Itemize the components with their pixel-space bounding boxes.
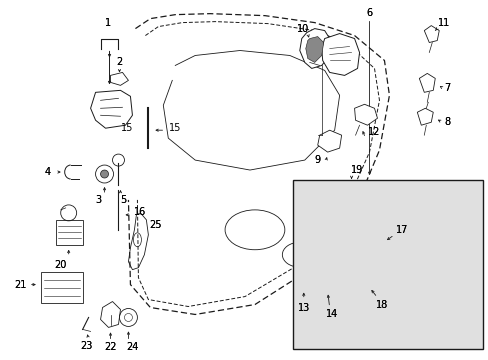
Text: 1: 1 bbox=[104, 18, 110, 28]
Polygon shape bbox=[321, 33, 359, 75]
Polygon shape bbox=[419, 73, 434, 92]
Text: 15: 15 bbox=[121, 123, 133, 133]
Circle shape bbox=[101, 170, 108, 178]
Text: 5: 5 bbox=[120, 195, 126, 205]
Text: 19: 19 bbox=[351, 165, 363, 175]
Text: 4: 4 bbox=[44, 167, 51, 177]
Text: 17: 17 bbox=[395, 225, 408, 235]
Text: 3: 3 bbox=[95, 195, 102, 205]
Text: 12: 12 bbox=[367, 127, 380, 137]
Polygon shape bbox=[101, 302, 120, 328]
Text: 25: 25 bbox=[149, 220, 161, 230]
Polygon shape bbox=[319, 272, 337, 289]
Text: 5: 5 bbox=[120, 195, 126, 205]
Text: 21: 21 bbox=[15, 280, 27, 289]
Text: 22: 22 bbox=[104, 342, 117, 352]
Polygon shape bbox=[359, 265, 377, 285]
Text: 21: 21 bbox=[15, 280, 27, 289]
Text: 23: 23 bbox=[80, 341, 93, 351]
Text: 16: 16 bbox=[134, 207, 146, 217]
Text: 20: 20 bbox=[55, 260, 67, 270]
Text: 18: 18 bbox=[376, 300, 388, 310]
Text: 9: 9 bbox=[314, 155, 320, 165]
Text: 22: 22 bbox=[104, 342, 117, 352]
Text: 11: 11 bbox=[437, 18, 449, 28]
Text: 8: 8 bbox=[443, 117, 449, 127]
Text: 13: 13 bbox=[297, 302, 309, 312]
Polygon shape bbox=[110, 72, 128, 85]
Polygon shape bbox=[90, 90, 132, 128]
Text: 2: 2 bbox=[116, 58, 122, 67]
Text: 8: 8 bbox=[443, 117, 449, 127]
Text: 23: 23 bbox=[80, 341, 93, 351]
Text: 13: 13 bbox=[297, 302, 309, 312]
Text: 19: 19 bbox=[351, 165, 363, 175]
Polygon shape bbox=[293, 180, 482, 348]
Text: 10: 10 bbox=[296, 24, 308, 33]
Text: 6: 6 bbox=[366, 8, 372, 18]
Polygon shape bbox=[128, 213, 148, 270]
Polygon shape bbox=[317, 130, 341, 152]
Text: 7: 7 bbox=[443, 84, 449, 93]
Text: 10: 10 bbox=[296, 24, 308, 33]
Polygon shape bbox=[354, 104, 377, 125]
Text: 24: 24 bbox=[126, 342, 138, 352]
Text: 24: 24 bbox=[126, 342, 138, 352]
Text: 3: 3 bbox=[95, 195, 102, 205]
Text: 12: 12 bbox=[367, 127, 380, 137]
Text: 7: 7 bbox=[443, 84, 449, 93]
Text: 25: 25 bbox=[149, 220, 161, 230]
Text: 18: 18 bbox=[376, 300, 388, 310]
Text: 1: 1 bbox=[104, 18, 110, 28]
Text: 14: 14 bbox=[325, 310, 337, 319]
Polygon shape bbox=[424, 26, 438, 42]
Text: 9: 9 bbox=[314, 155, 320, 165]
Text: 20: 20 bbox=[55, 260, 67, 270]
Text: 14: 14 bbox=[325, 310, 337, 319]
Text: 16: 16 bbox=[134, 207, 146, 217]
Text: 4: 4 bbox=[44, 167, 51, 177]
Text: 2: 2 bbox=[116, 58, 122, 67]
Text: 15: 15 bbox=[169, 123, 181, 133]
Polygon shape bbox=[299, 28, 329, 68]
Text: 6: 6 bbox=[366, 8, 372, 18]
Polygon shape bbox=[416, 108, 432, 125]
Text: 17: 17 bbox=[395, 225, 408, 235]
Text: 11: 11 bbox=[437, 18, 449, 28]
Polygon shape bbox=[305, 37, 323, 62]
